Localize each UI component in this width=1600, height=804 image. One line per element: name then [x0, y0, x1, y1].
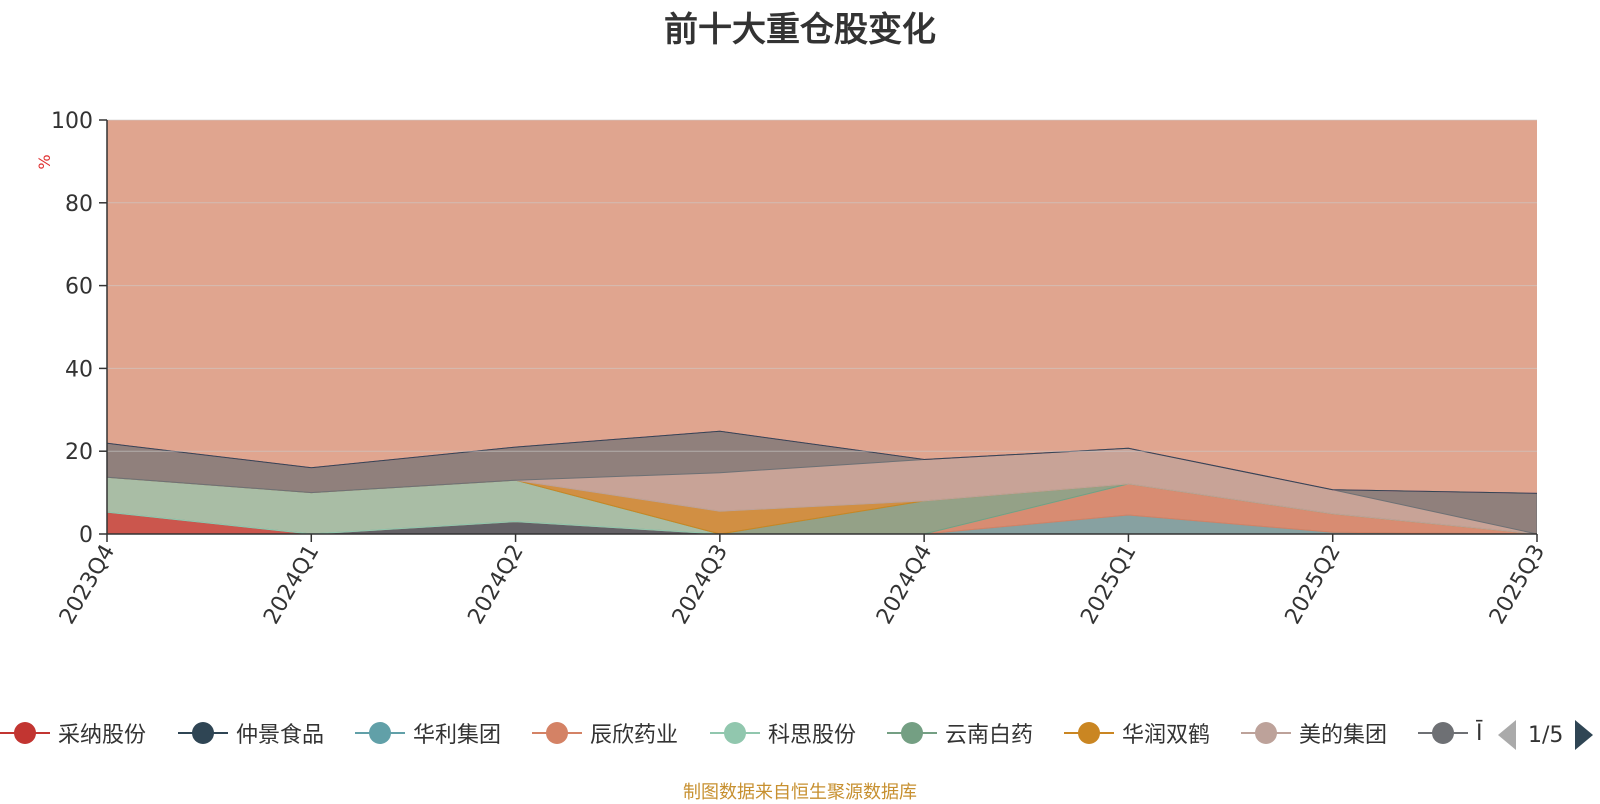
y-tick-label-40: 40: [65, 357, 93, 382]
legend-next-page-button[interactable]: [1575, 720, 1594, 750]
legend-item-6[interactable]: 云南白药: [887, 713, 1033, 753]
area-band-13: [107, 430, 1537, 494]
legend-item-4[interactable]: 辰欣药业: [532, 713, 678, 753]
legend-label: Ī: [1476, 720, 1483, 746]
legend-marker-icon: [1241, 721, 1291, 745]
legend-item-7[interactable]: 华润双鹤: [1064, 713, 1210, 753]
legend-marker-icon: [532, 721, 582, 745]
legend-label: 辰欣药业: [590, 723, 679, 748]
legend-prev-page-button[interactable]: [1498, 720, 1516, 750]
footer-source-note: 制图数据来自恒生聚源数据库: [683, 782, 917, 803]
y-tick-label-80: 80: [65, 192, 93, 217]
y-axis-label: %: [35, 154, 54, 169]
y-tick-label-0: 0: [79, 523, 93, 548]
legend-item-2[interactable]: 仲景食品: [178, 713, 324, 753]
area-band-1: [107, 511, 1537, 534]
legend-label: 华利集团: [413, 723, 502, 748]
legend-item-1[interactable]: 采纳股份: [0, 713, 146, 753]
legend-label: 科思股份: [768, 723, 857, 748]
legend-label: 采纳股份: [58, 723, 147, 748]
legend-marker-icon: [1418, 721, 1468, 745]
legend-item-3[interactable]: 华利集团: [355, 713, 501, 753]
x-tick-label-2024Q2: 2024Q2: [463, 541, 528, 629]
legend-marker-icon: [1064, 721, 1114, 745]
legend-page-indicator: 1/5: [1528, 722, 1564, 748]
x-tick-label-2025Q2: 2025Q2: [1281, 541, 1346, 629]
x-tick-label-2025Q1: 2025Q1: [1076, 541, 1141, 629]
legend-marker-icon: [0, 721, 50, 745]
y-tick-label-20: 20: [65, 440, 93, 465]
legend-marker-icon: [710, 721, 760, 745]
y-tick-label-60: 60: [65, 275, 93, 300]
chart-title: 前十大重仓股变化: [664, 10, 936, 50]
legend-pager: 1/5: [1498, 718, 1594, 752]
legend-label: 云南白药: [945, 723, 1034, 748]
legend-item-5[interactable]: 科思股份: [710, 713, 856, 753]
x-tick-label-2023Q4: 2023Q4: [55, 541, 120, 629]
legend-marker-icon: [887, 721, 937, 745]
legend-marker-icon: [178, 721, 228, 745]
x-tick-label-2025Q3: 2025Q3: [1485, 541, 1550, 629]
legend-item-9[interactable]: Ī: [1418, 713, 1483, 753]
legend-label: 华润双鹤: [1122, 723, 1211, 748]
legend-marker-icon: [355, 721, 405, 745]
legend-label: 仲景食品: [236, 723, 325, 748]
x-tick-label-2024Q1: 2024Q1: [259, 541, 324, 629]
legend: 采纳股份 仲景食品 华利集团 辰欣药业 科思股份 云南白药 华润双鹤 美的集团 Ī: [0, 713, 1600, 753]
x-tick-label-2024Q4: 2024Q4: [872, 541, 937, 629]
x-tick-label-2024Q3: 2024Q3: [668, 541, 733, 629]
legend-item-8[interactable]: 美的集团: [1241, 713, 1387, 753]
legend-label: 美的集团: [1299, 723, 1388, 748]
y-tick-label-100: 100: [51, 109, 93, 134]
